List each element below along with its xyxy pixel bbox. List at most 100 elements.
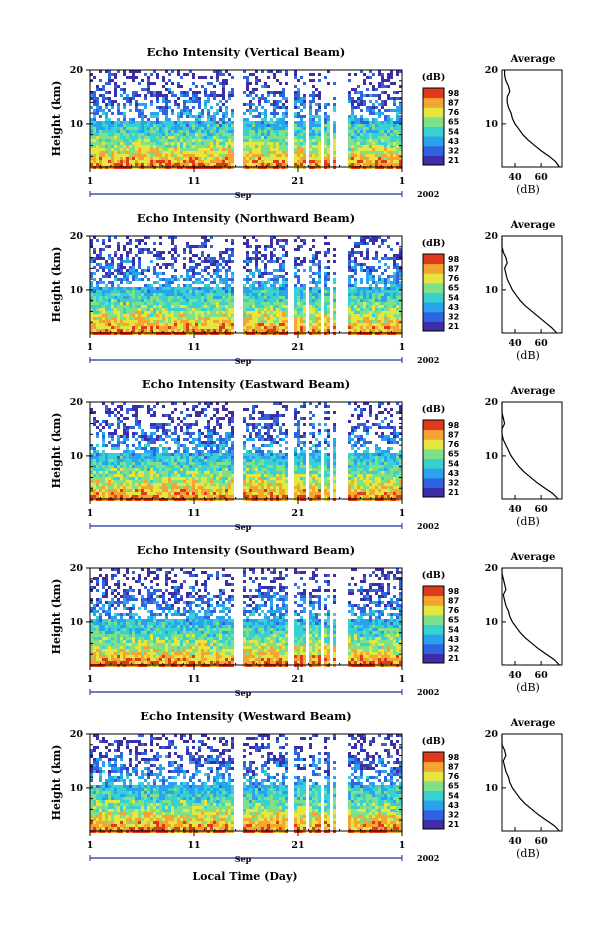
heatmap-cell [297,278,300,281]
heatmap-cell [213,320,216,323]
heatmap-cell [114,130,117,133]
heatmap-cell [135,302,138,305]
heatmap-cell [393,275,396,278]
heatmap-cell [225,133,228,136]
heatmap-cell [384,293,387,296]
heatmap-cell [138,163,141,166]
heatmap-cell [156,151,159,154]
heatmap-cell [177,287,180,290]
heatmap-cell [264,302,267,305]
heatmap-cell [99,305,102,308]
heatmap-cell [111,290,114,293]
heatmap-cell [222,133,225,136]
heatmap-cell [324,145,327,148]
heatmap-cell [261,70,264,73]
heatmap-cell [219,133,222,136]
heatmap-cell [96,254,99,257]
heatmap-cell [354,245,357,248]
heatmap-cell [264,97,267,100]
heatmap-cell [144,88,147,91]
heatmap-cell [390,145,393,148]
heatmap-cell [381,145,384,148]
heatmap-cell [171,133,174,136]
heatmap-cell [222,148,225,151]
heatmap-cell [135,489,138,492]
heatmap-cell [129,492,132,495]
heatmap-cell [297,124,300,127]
heatmap-cell [165,82,168,85]
heatmap-cell [378,73,381,76]
heatmap-cell [141,453,144,456]
heatmap-cell [156,136,159,139]
heatmap-cell [150,157,153,160]
heatmap-cell [105,305,108,308]
heatmap-cell [387,121,390,124]
heatmap-cell [399,320,402,323]
heatmap-cell [231,302,234,305]
heatmap-cell [279,314,282,317]
heatmap-cell [360,242,363,245]
heatmap-cell [393,157,396,160]
heatmap-cell [396,70,399,73]
heatmap-cell [198,91,201,94]
heatmap-cell [147,130,150,133]
heatmap-cell [222,308,225,311]
heatmap-cell [351,118,354,121]
heatmap-cell [156,163,159,166]
heatmap-cell [108,432,111,435]
heatmap-cell [174,311,177,314]
heatmap-cell [318,269,321,272]
heatmap-cell [384,121,387,124]
heatmap-cell [216,103,219,106]
heatmap-cell [375,317,378,320]
heatmap-cell [366,139,369,142]
heatmap-cell [204,145,207,148]
heatmap-cell [318,106,321,109]
heatmap-cell [366,121,369,124]
heatmap-cell [258,302,261,305]
heatmap-cell [216,133,219,136]
heatmap-cell [99,477,102,480]
heatmap-cell [150,163,153,166]
heatmap-cell [102,94,105,97]
heatmap-cell [318,314,321,317]
heatmap-cell [219,82,222,85]
heatmap-cell [126,278,129,281]
heatmap-cell [147,121,150,124]
heatmap-cell [357,100,360,103]
heatmap-cell [93,483,96,486]
heatmap-cell [228,136,231,139]
heatmap-cell [222,73,225,76]
heatmap-cell [141,305,144,308]
heatmap-cell [108,127,111,130]
heatmap-cell [120,281,123,284]
heatmap-cell [258,151,261,154]
heatmap-cell [276,287,279,290]
heatmap-cell [102,483,105,486]
heatmap-cell [93,112,96,115]
heatmap-cell [105,112,108,115]
heatmap-cell [90,127,93,130]
heatmap-cell [111,272,114,275]
heatmap-cell [363,263,366,266]
heatmap-cell [210,287,213,290]
heatmap-cell [327,242,330,245]
heatmap-cell [138,326,141,329]
heatmap-cell [120,459,123,462]
heatmap-cell [351,293,354,296]
x-tick-label: 1 [87,342,94,353]
heatmap-cell [117,299,120,302]
heatmap-cell [243,323,246,326]
heatmap-cell [384,326,387,329]
heatmap-cell [210,257,213,260]
heatmap-cell [153,311,156,314]
heatmap-cell [396,281,399,284]
heatmap-cell [279,290,282,293]
heatmap-cell [111,329,114,332]
heatmap-cell [267,94,270,97]
heatmap-cell [225,278,228,281]
heatmap-cell [225,130,228,133]
heatmap-cell [159,121,162,124]
heatmap-cell [165,163,168,166]
